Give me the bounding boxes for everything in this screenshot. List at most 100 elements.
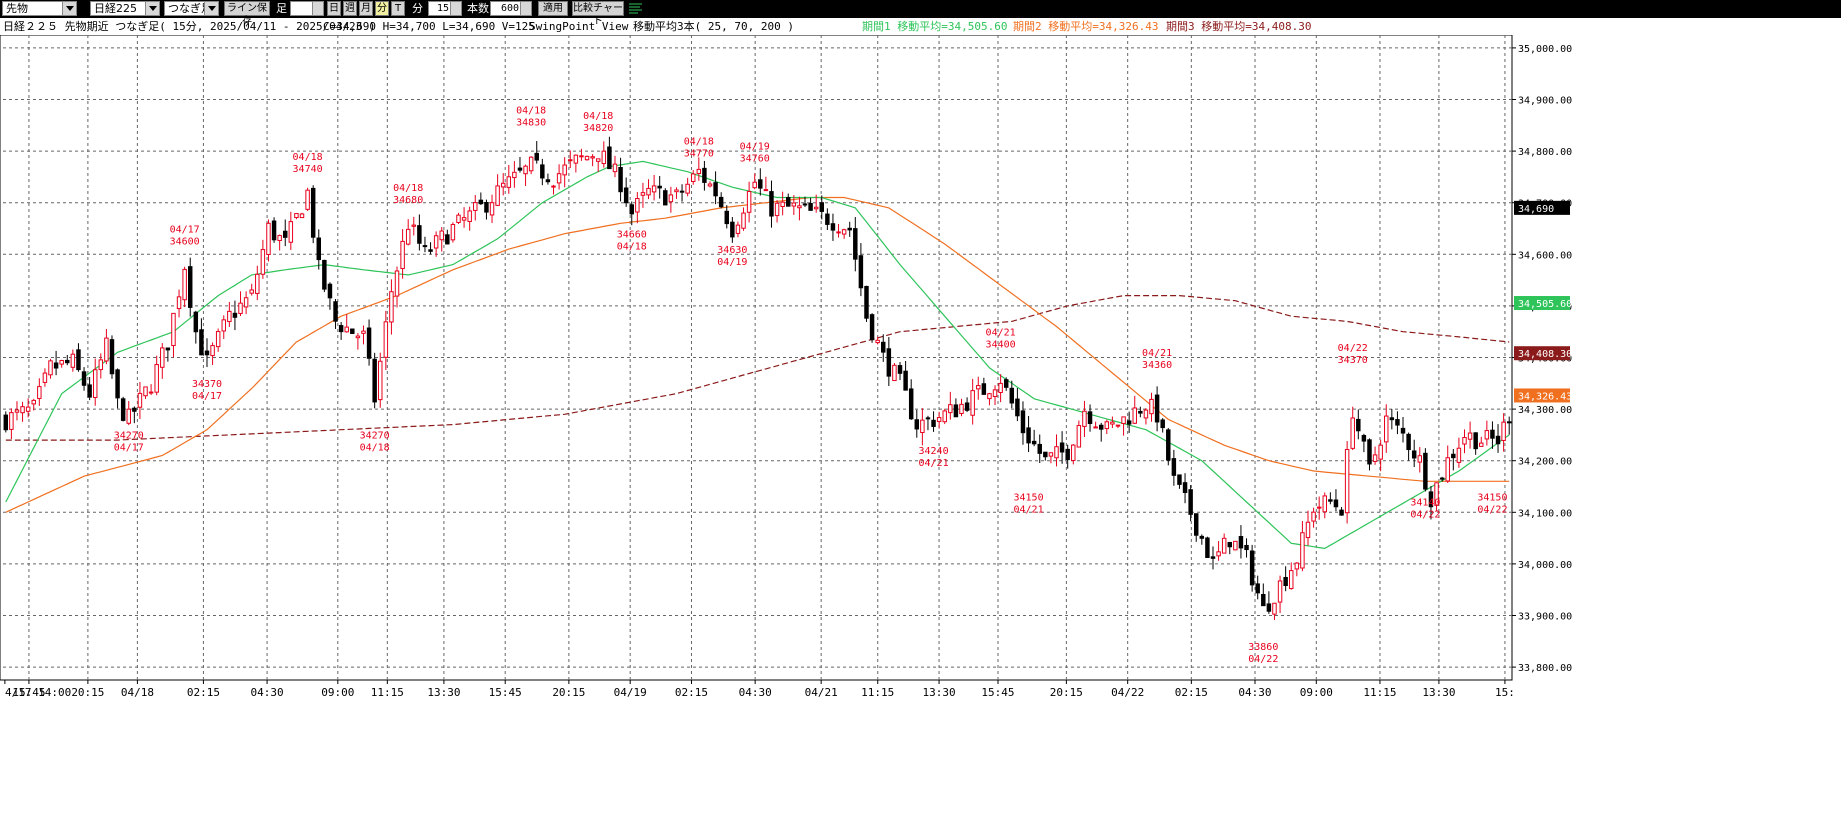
candle-body [685,183,690,194]
x-tick-label: 04/22 [1111,686,1144,699]
candle-body [14,409,20,413]
swing-label: 34270 [360,431,390,442]
candle-body [1305,521,1311,539]
month-button[interactable]: 月 [359,1,373,16]
x-tick-label: 20:15 [1050,686,1083,699]
candle-body [277,235,282,242]
swing-label: 34820 [583,123,613,134]
candle-body [478,199,484,205]
candle-body [1467,432,1473,440]
candle-body [456,214,461,223]
candle-body [383,321,389,358]
candle-body [1087,411,1093,425]
candle-body [735,224,741,234]
candle-body [238,302,243,314]
minute-button[interactable]: 分 [375,1,389,16]
candle-body [718,196,724,208]
candle-body [908,388,914,420]
candlestick-chart[interactable]: 3427004/1704/17346003437004/1704/1834740… [0,35,1841,828]
spinner-icon[interactable] [312,2,323,15]
candle-body [316,237,322,261]
candle-body [389,291,394,323]
candle-body [98,359,104,371]
candle-body [484,202,489,213]
candle-body [305,189,310,210]
x-tick-label: 15:45 [981,686,1014,699]
candle-body [361,330,366,334]
candle-body [1300,532,1305,569]
minute-input[interactable]: 15 [428,1,462,16]
line-save-button[interactable]: ライン保存 [224,1,270,27]
candle-body [1484,430,1490,440]
x-tick-label: 09:00 [321,686,354,699]
chart-type-select[interactable]: つなぎ足 [164,1,219,16]
candle-body [1065,448,1070,461]
indicator-settings-icon[interactable] [628,2,644,16]
chevron-down-icon[interactable] [204,2,218,15]
candle-body [1367,439,1372,465]
swing-label: 04/18 [617,241,647,252]
x-tick-label: 02:15 [675,686,708,699]
candle-body [1149,398,1154,415]
swing-label: 34680 [393,195,423,206]
candle-body [1479,442,1484,447]
candle-body [640,192,646,196]
market-select[interactable]: 先物 [2,1,77,16]
swing-label: 04/18 [393,183,423,194]
foot-count-input[interactable] [290,1,324,16]
candle-body [165,347,171,351]
candle-body [260,249,266,275]
compare-chart-button[interactable]: 比較チャート [572,1,624,27]
minute-label: 分 [412,2,423,15]
candle-body [998,382,1003,393]
candle-body [875,339,880,344]
symbol-select[interactable]: 日経225 [90,1,160,16]
spinner-icon[interactable] [450,2,461,15]
candle-body [724,210,729,225]
week-button[interactable]: 週 [343,1,357,16]
candle-body [338,325,344,333]
candle-body [1316,506,1322,509]
price-tag [1514,296,1570,311]
chevron-down-icon[interactable] [62,2,76,15]
candle-body [48,360,53,376]
candle-body [730,221,735,238]
tick-button[interactable]: T [391,1,405,16]
market-select-value: 先物 [6,2,28,15]
candle-body [1495,435,1501,445]
candle-body [1210,556,1216,559]
candle-body [1490,429,1495,439]
count-label: 本数 [467,2,489,15]
candle-body [970,390,975,416]
candle-body [215,331,221,348]
price-tag-label: 34,408.30 [1518,349,1572,360]
swing-label: 34240 [918,446,948,457]
candle-body [1289,570,1294,590]
count-input[interactable]: 600 [490,1,532,16]
candle-body [489,202,495,216]
swing-label: 04/18 [516,106,546,117]
spinner-icon[interactable] [520,2,531,15]
candle-body [741,212,746,229]
candle-body [897,365,903,374]
chevron-down-icon[interactable] [145,2,159,15]
candle-body [1216,551,1221,557]
candle-body [327,283,333,299]
day-button[interactable]: 日 [327,1,341,16]
candle-body [400,240,405,270]
candle-body [931,419,936,427]
swing-label: 04/18 [293,152,323,163]
apply-button[interactable]: 適用 [538,1,568,16]
candle-body [629,204,634,215]
candle-body [1037,443,1042,454]
candle-body [439,230,444,241]
candle-body [1188,489,1193,515]
y-tick-label: 35,000.00 [1518,44,1572,55]
candle-body [1434,482,1439,506]
candle-body [1110,421,1115,425]
swing-label: 04/22 [1410,510,1440,521]
candle-body [405,228,411,245]
candle-body [1361,435,1367,442]
swing-labels: 3427004/1704/17346003437004/1704/1834740… [114,106,1508,666]
swing-label: 34400 [986,340,1016,351]
